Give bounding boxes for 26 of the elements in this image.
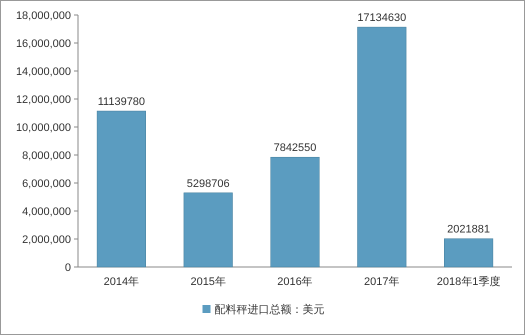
data-label: 11139780 — [98, 96, 146, 108]
y-tick-label: 6,000,000 — [22, 178, 71, 190]
bar — [444, 238, 494, 268]
legend-label: 配料秤进口总额：美元 — [214, 303, 324, 316]
y-tick-label: 4,000,000 — [22, 206, 71, 218]
bar — [184, 192, 233, 268]
x-tick-label: 2016年 — [277, 276, 313, 288]
y-tick-label: 10,000,000 — [16, 122, 71, 134]
y-tick-label: 8,000,000 — [22, 150, 71, 162]
x-tick-label: 2018年1季度 — [436, 275, 500, 288]
y-tick-label: 0 — [64, 262, 71, 274]
bar — [270, 156, 320, 268]
bar — [357, 26, 406, 268]
data-label: 17134630 — [357, 12, 406, 24]
y-tick-label: 2,000,000 — [22, 234, 71, 246]
data-label: 5298706 — [186, 178, 230, 190]
y-tick-label: 16,000,000 — [16, 38, 71, 50]
x-tick-label: 2017年 — [364, 276, 400, 288]
y-tick-label: 18,000,000 — [16, 10, 71, 22]
y-tick-label: 14,000,000 — [16, 66, 71, 78]
y-tick-label: 12,000,000 — [16, 94, 71, 106]
data-label: 2021881 — [447, 224, 490, 236]
x-tick-label: 2015年 — [190, 276, 226, 288]
data-label: 7842550 — [274, 142, 316, 154]
bar — [96, 110, 146, 268]
x-tick-label: 2014年 — [104, 276, 140, 288]
